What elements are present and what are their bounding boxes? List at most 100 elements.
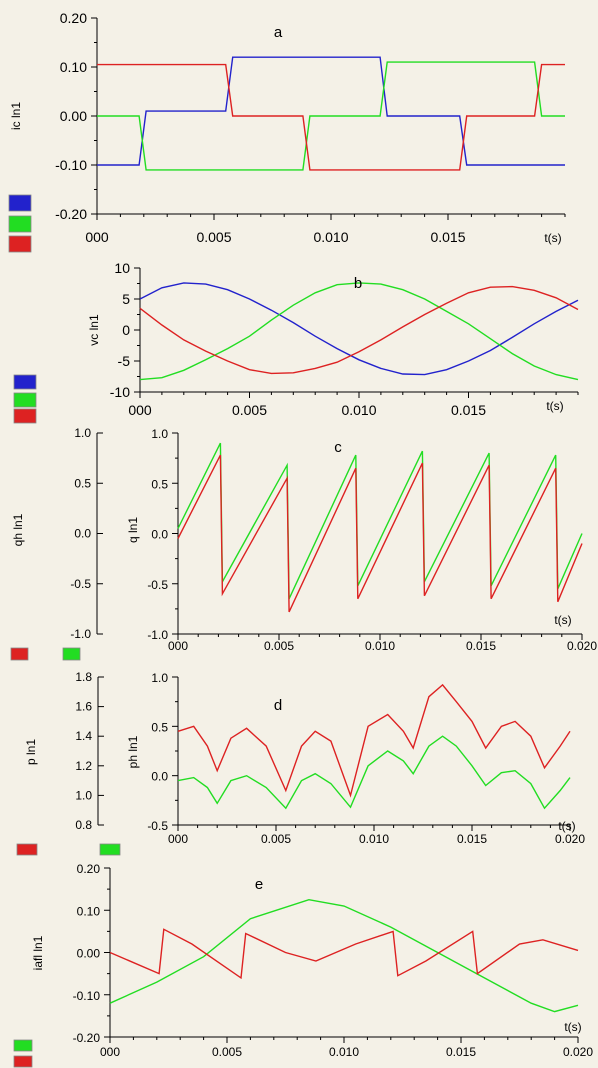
chart-panel-d [16, 676, 571, 856]
y-tick-label: 0.5 [151, 477, 168, 491]
series-line-b-1 [139, 282, 579, 381]
x-unit-label: t(s) [564, 1020, 581, 1034]
panel-letter: c [334, 439, 342, 456]
series-line-b-2 [139, 285, 579, 375]
chart-panel-b [13, 267, 579, 424]
y-tick-label: -10 [110, 384, 130, 400]
x-unit-label: t(s) [544, 231, 561, 245]
legend-swatch [8, 235, 32, 253]
series-line-a-2 [97, 63, 565, 171]
left-y-tick-label: 0.5 [74, 476, 91, 490]
y-tick-label: 5 [122, 291, 130, 307]
x-tick-label: 0.020 [555, 832, 585, 846]
y-tick-label: 0.20 [77, 862, 101, 876]
series-line-e-0 [109, 898, 579, 1013]
x-tick-label: 0.005 [261, 832, 291, 846]
left-y-tick-label: 0.8 [75, 818, 92, 832]
x-tick-label: 000 [168, 639, 188, 653]
chart-panel-c [10, 432, 583, 661]
x-tick-label: 0.005 [232, 402, 267, 418]
x-tick-label: 0.005 [264, 639, 294, 653]
legend-swatch [8, 215, 32, 233]
left-y-tick-label: 1.8 [75, 670, 92, 684]
y-tick-label: -0.20 [55, 206, 87, 222]
legend-swatch [13, 1039, 33, 1052]
x-tick-label: 000 [85, 229, 109, 245]
x-tick-label: 000 [168, 832, 188, 846]
x-tick-label: 0.015 [430, 229, 465, 245]
left-y-tick-label: 1.0 [75, 788, 92, 802]
y-tick-label: -0.10 [73, 989, 101, 1003]
y-tick-label: 0.5 [151, 720, 168, 734]
chart-panel-a [8, 17, 566, 253]
left-y-tick-label: 1.0 [74, 426, 91, 440]
y-tick-label: 0 [122, 322, 130, 338]
y-axis-label: q ln1 [126, 517, 140, 543]
x-unit-label: t(s) [546, 399, 563, 413]
panel-letter: b [354, 275, 362, 292]
x-tick-label: 0.015 [466, 639, 496, 653]
left-y-tick-label: 1.6 [75, 700, 92, 714]
x-unit-label: t(s) [558, 819, 575, 833]
axis-lines [177, 677, 570, 826]
y-tick-label: -1.0 [147, 628, 168, 642]
x-tick-label: 0.010 [313, 229, 348, 245]
y-tick-label: -0.5 [147, 578, 168, 592]
y-tick-label: 0.20 [60, 10, 87, 26]
y-axis-label: ic ln1 [9, 102, 23, 130]
x-tick-label: 0.015 [446, 1045, 476, 1059]
y-axis-label: iafl ln1 [31, 935, 45, 970]
legend-swatch [16, 843, 38, 856]
x-tick-label: 0.015 [451, 402, 486, 418]
x-tick-label: 000 [128, 402, 152, 418]
series-line-d-1 [177, 735, 571, 810]
y-axis-label: vc ln1 [87, 314, 101, 346]
panel-letter: d [274, 697, 282, 714]
left-y-tick-label: 0.0 [74, 527, 91, 541]
left-y-tick-label: -0.5 [70, 577, 91, 591]
legend-swatch [13, 374, 37, 390]
series-line-e-1 [109, 928, 579, 980]
x-tick-label: 0.010 [359, 832, 389, 846]
legend-swatch [99, 843, 121, 856]
x-tick-label: 0.020 [563, 1045, 593, 1059]
panel-letter: a [274, 24, 283, 41]
series-line-a-0 [97, 56, 565, 166]
x-tick-label: 0.010 [341, 402, 376, 418]
legend-swatch [13, 1055, 33, 1068]
x-tick-label: 0.020 [567, 639, 597, 653]
left-y-axis-label: p ln1 [24, 739, 38, 765]
y-tick-label: 0.0 [151, 770, 168, 784]
x-tick-label: 0.005 [196, 229, 231, 245]
left-y-tick-label: -1.0 [70, 627, 91, 641]
left-y-tick-label: 1.2 [75, 759, 92, 773]
panel-letter: e [255, 876, 263, 893]
y-tick-label: -0.5 [147, 819, 168, 833]
series-line-d-0 [177, 683, 571, 798]
y-tick-label: 10 [114, 260, 130, 276]
series-line-c-0 [177, 442, 583, 600]
legend-swatch [10, 647, 29, 661]
y-tick-label: 0.10 [60, 59, 87, 75]
legend-swatch [13, 408, 37, 424]
x-tick-label: 0.010 [365, 639, 395, 653]
legend-swatch [62, 647, 81, 661]
y-tick-label: -0.20 [73, 1031, 101, 1045]
axis-lines [177, 433, 582, 635]
y-tick-label: -0.10 [55, 157, 87, 173]
chart-panel-e [13, 867, 579, 1068]
y-axis-label: ph ln1 [126, 735, 140, 768]
x-tick-label: 000 [100, 1045, 120, 1059]
left-y-axis-label: qh ln1 [11, 513, 25, 546]
legend-swatch [13, 392, 37, 408]
y-tick-label: 0.0 [151, 528, 168, 542]
y-tick-label: 0.00 [77, 947, 101, 961]
x-tick-label: 0.010 [329, 1045, 359, 1059]
y-tick-label: -5 [118, 353, 131, 369]
legend-swatch [8, 194, 32, 212]
y-tick-label: 0.00 [60, 108, 87, 124]
y-tick-label: 1.0 [151, 427, 168, 441]
series-line-c-1 [177, 454, 583, 613]
